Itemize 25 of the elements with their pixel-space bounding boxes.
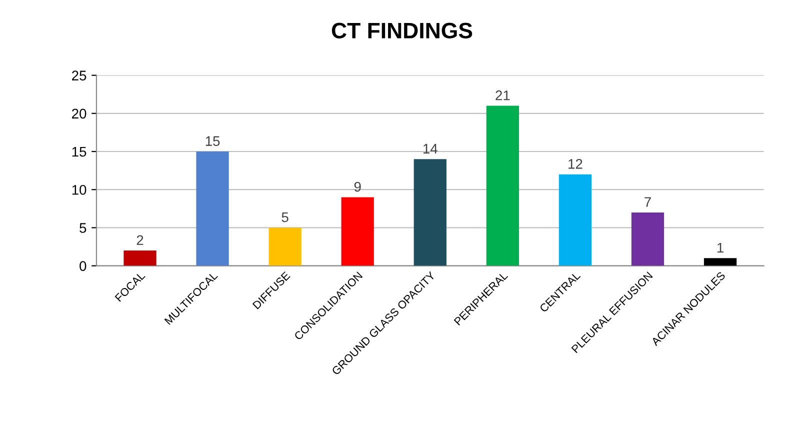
chart-title: CT FINDINGS (332, 22, 472, 38)
bar (414, 159, 446, 266)
bar (124, 250, 156, 266)
bar (196, 152, 229, 266)
bar (268, 228, 302, 266)
bar (486, 106, 519, 266)
y-tick-label: 20 (72, 108, 86, 119)
data-label: 7 (644, 197, 651, 207)
data-label: 5 (282, 212, 288, 222)
y-tick-label: 0 (80, 261, 86, 271)
bar (704, 258, 737, 266)
bar (558, 174, 592, 266)
data-label: 1 (717, 242, 724, 253)
y-tick-label: 25 (72, 70, 86, 80)
data-label: 12 (568, 159, 582, 169)
data-label: 15 (206, 136, 220, 146)
bar (341, 197, 374, 266)
data-label: 9 (354, 182, 361, 192)
data-label: 2 (136, 235, 144, 245)
data-label: 21 (496, 90, 510, 100)
y-tick-label: 15 (72, 146, 86, 157)
y-tick-label: 10 (72, 184, 86, 195)
bar (631, 212, 664, 266)
data-label: 14 (423, 144, 438, 154)
y-tick-label: 5 (80, 223, 86, 233)
